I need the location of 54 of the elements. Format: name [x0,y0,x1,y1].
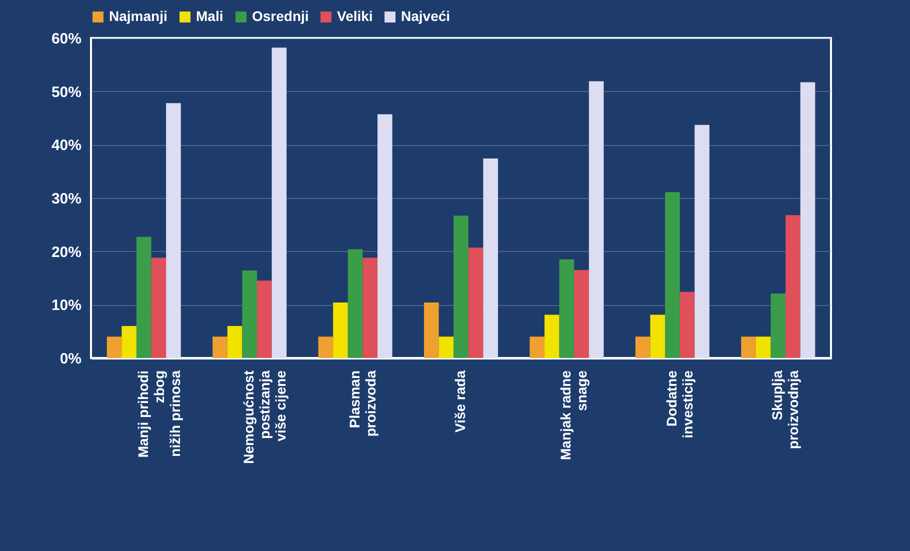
y-tick-label: 10% [51,297,82,314]
bar [559,259,574,358]
bar [468,248,484,358]
bar [212,336,228,358]
x-tick-label: Plasman proizvoda [346,370,378,437]
legend-label: Veliki [337,8,373,24]
bar [635,336,650,358]
bar [106,336,122,358]
y-tick-label: 40% [51,137,82,154]
bar [348,249,363,358]
bar [786,215,800,358]
bar [272,48,287,358]
y-tick-label: 0% [60,350,82,368]
bar [151,258,166,358]
bar [650,314,666,358]
y-tick-label: 20% [51,244,82,261]
x-tick-label: Nemogućnost postizanja više cijene [240,370,289,464]
x-tick-label: Manji prihodi zbog nižih prinosa [134,370,183,458]
bar [256,280,272,358]
bar [574,270,589,358]
bar [227,326,242,358]
bar [454,216,468,358]
bar [530,336,545,358]
x-tick-label: Više rada [452,370,468,433]
bar [483,158,498,358]
bar [318,336,334,358]
y-tick-label: 30% [51,190,82,208]
bar [333,302,348,358]
bar [800,82,816,358]
legend-label: Mali [196,8,224,24]
bar [424,302,439,358]
bar [544,314,560,358]
bar [166,103,181,358]
x-tick-label: Dodatne investicije [663,370,696,438]
bar [680,292,695,358]
bar [362,258,378,358]
y-tick-label: 60% [51,30,82,48]
bar [438,336,454,358]
bar [756,336,771,358]
bar [242,270,257,358]
x-tick-label: Manjak radne snage [558,370,590,460]
bar [770,293,786,358]
bar [665,192,680,358]
bar [136,236,152,358]
legend-label: Osrednji [252,8,309,24]
legend-label: Najveći [401,8,450,24]
legend-label: Najmanji [109,8,168,24]
bar [122,326,136,358]
bar [588,81,604,358]
x-tick-label: Skuplja proizvodnja [769,370,802,450]
bar [741,336,756,358]
bar [377,114,392,358]
bar [694,124,710,358]
y-tick-label: 50% [51,84,82,101]
